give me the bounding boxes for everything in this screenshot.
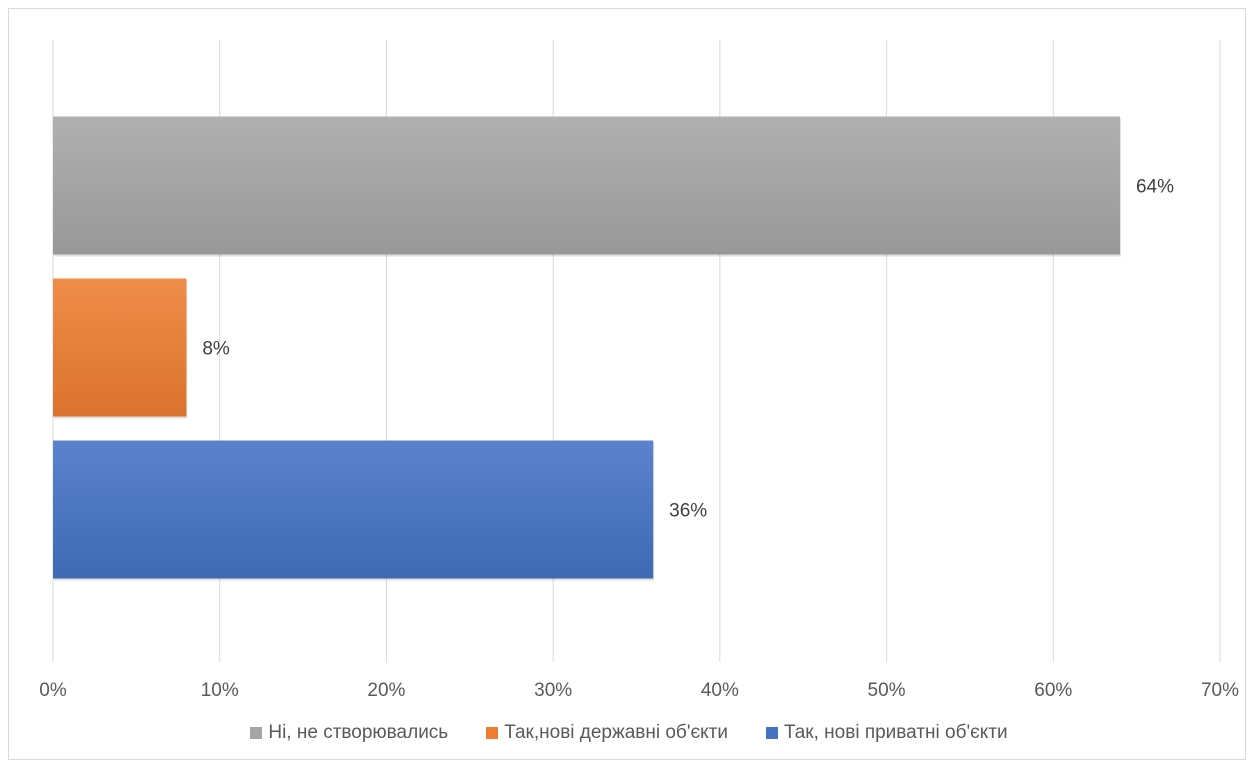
legend-swatch (486, 727, 499, 739)
bar (53, 116, 1120, 255)
legend-item-ni: Ні, не створювались (250, 722, 448, 744)
x-tick-label: 40% (701, 680, 739, 701)
legend-label: Ні, не створювались (268, 722, 449, 743)
legend-label: Так,нові державні об'єкти (504, 722, 728, 743)
data-labels: 64% 8% 36% (202, 177, 1174, 522)
legend-label: Так, нові приватні об'єкти (783, 722, 1008, 743)
bars (53, 116, 1121, 581)
bar (53, 440, 654, 579)
bar-data-label: 36% (669, 501, 707, 522)
legend-swatch (250, 727, 263, 739)
x-tick-label: 70% (1201, 680, 1239, 701)
bar-data-label: 8% (202, 339, 230, 360)
x-tick-label: 0% (39, 680, 67, 701)
legend-item-derzhavni: Так,нові державні об'єкти (486, 722, 728, 744)
bar (53, 278, 187, 417)
legend: Ні, не створювались Так,нові державні об… (0, 722, 1258, 744)
x-tick-label: 10% (201, 680, 239, 701)
bar-data-label: 64% (1136, 177, 1174, 198)
legend-swatch (765, 727, 778, 739)
x-tick-label: 30% (534, 680, 572, 701)
x-tick-label: 60% (1034, 680, 1072, 701)
x-tick-label: 50% (868, 680, 906, 701)
x-tick-label: 20% (367, 680, 405, 701)
legend-item-pryvatni: Так, нові приватні об'єкти (765, 722, 1008, 744)
x-axis-tick-labels: 0% 10% 20% 30% 40% 50% 60% 70% (39, 680, 1239, 701)
